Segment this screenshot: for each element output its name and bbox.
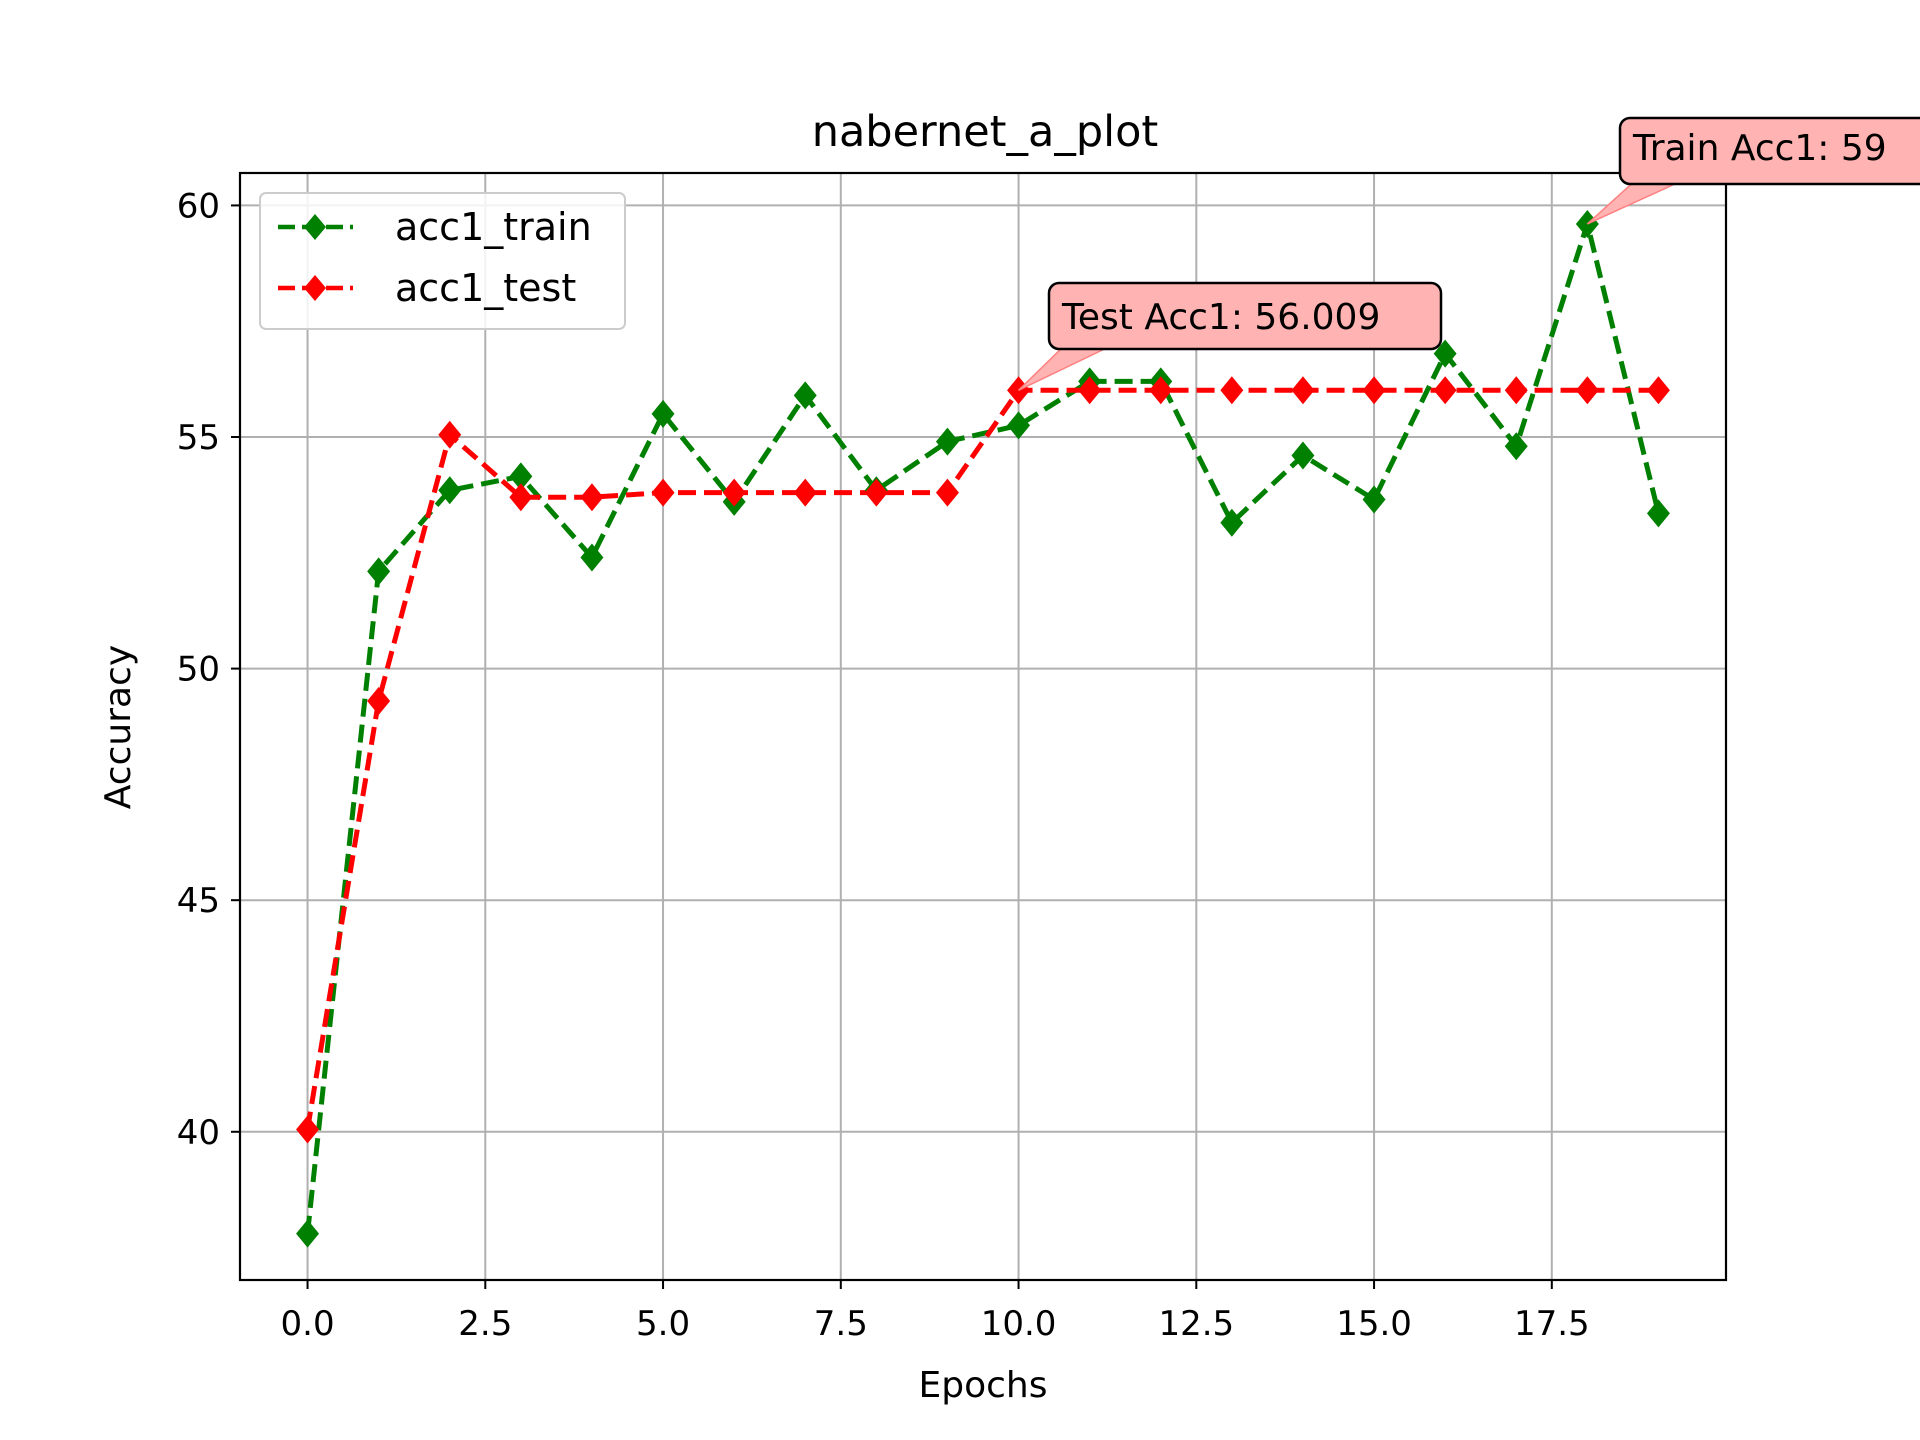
data-point-acc1_train (1504, 432, 1528, 461)
data-point-acc1_train (1433, 339, 1457, 368)
series-markers (296, 209, 1670, 1248)
data-point-acc1_train (296, 1219, 320, 1248)
data-point-acc1_test (438, 420, 462, 449)
chart-title: nabernet_a_plot (812, 107, 1159, 157)
series-line-acc1_train (305, 221, 1661, 1234)
data-point-acc1_test (1078, 376, 1102, 405)
data-point-acc1_train (1220, 508, 1244, 537)
data-point-acc1_train (935, 427, 959, 456)
annotation-label: Test Acc1: 56.009 (1061, 297, 1380, 338)
x-tick-label: 2.5 (458, 1304, 512, 1344)
data-point-acc1_train (651, 399, 675, 428)
data-point-acc1_test (864, 478, 888, 507)
x-tick-label: 7.5 (814, 1304, 868, 1344)
series-lines (305, 221, 1661, 1234)
data-point-acc1_train (509, 462, 533, 491)
data-point-acc1_train (1007, 411, 1031, 440)
data-point-acc1_test (367, 687, 391, 716)
data-point-acc1_test (722, 478, 746, 507)
x-tick-label: 5.0 (636, 1304, 690, 1344)
data-point-acc1_test (296, 1115, 320, 1144)
data-point-acc1_train (793, 381, 817, 410)
data-point-acc1_test (935, 478, 959, 507)
legend-marker-train (304, 214, 326, 240)
legend-label-test: acc1_test (395, 266, 576, 310)
x-axis-label: Epochs (919, 1365, 1048, 1406)
y-axis-label: Accuracy (98, 645, 139, 809)
y-tick-label: 40 (177, 1113, 220, 1153)
axis-ticks: 0.0 2.5 5.0 7.5 10.0 12.5 15.0 17.5 40 45 50 55 60 (177, 186, 1590, 1344)
data-point-acc1_train (1362, 485, 1386, 514)
data-point-acc1_test (1362, 376, 1386, 405)
legend-label-train: acc1_train (395, 205, 592, 249)
annotation-box (1047, 281, 1443, 351)
x-tick-label: 0.0 (281, 1304, 335, 1344)
data-point-acc1_test (509, 483, 533, 512)
data-point-acc1_train (1291, 441, 1315, 470)
annotation-label: Train Acc1: 59 (1632, 128, 1887, 169)
x-tick-label: 15.0 (1336, 1304, 1412, 1344)
x-tick-label: 12.5 (1158, 1304, 1234, 1344)
data-point-acc1_test (1291, 376, 1315, 405)
legend: acc1_train acc1_test (259, 192, 626, 330)
x-tick-label: 17.5 (1514, 1304, 1590, 1344)
grid-lines (240, 173, 1726, 1280)
annotation-box (1618, 116, 1920, 186)
y-tick-label: 45 (177, 881, 220, 921)
data-point-acc1_test (1433, 376, 1457, 405)
legend-marker-test (304, 275, 326, 301)
data-point-acc1_train (1646, 499, 1670, 528)
x-tick-label: 10.0 (981, 1304, 1057, 1344)
data-point-acc1_train (580, 543, 604, 572)
y-tick-label: 50 (177, 650, 220, 690)
data-point-acc1_test (1646, 376, 1670, 405)
series-line-acc1_test (305, 387, 1659, 1130)
plot-frame (238, 171, 1728, 1282)
y-tick-label: 60 (177, 186, 220, 226)
data-point-acc1_test (1149, 376, 1173, 405)
data-point-acc1_test (1504, 376, 1528, 405)
y-tick-label: 55 (177, 418, 220, 458)
data-point-acc1_train (367, 557, 391, 586)
data-point-acc1_test (793, 478, 817, 507)
data-point-acc1_test (1575, 376, 1599, 405)
annotations: Test Acc1: 56.009 Train Acc1: 59 (1018, 116, 1920, 391)
data-point-acc1_test (580, 483, 604, 512)
data-point-acc1_test (1220, 376, 1244, 405)
data-point-acc1_test (651, 478, 675, 507)
data-point-acc1_train (438, 476, 462, 505)
